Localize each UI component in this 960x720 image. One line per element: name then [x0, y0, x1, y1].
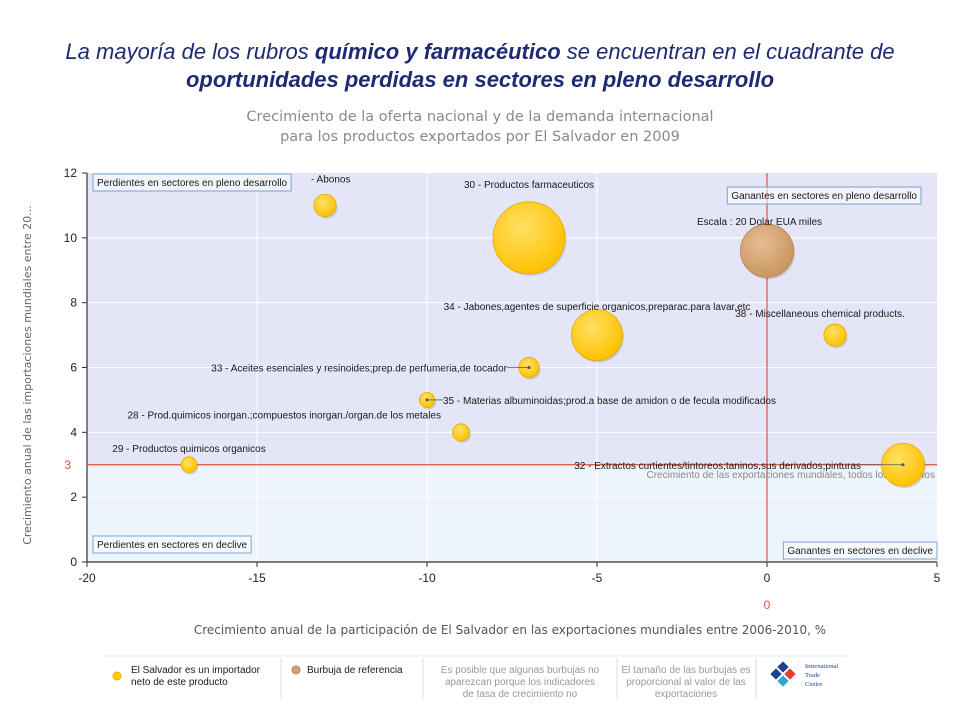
x-tick-label: -20 [78, 571, 96, 585]
y-tick-label: 0 [70, 555, 77, 569]
itc-logo-text: Centre [805, 681, 822, 688]
bubble-label: 35 - Materias albuminoidas;prod.a base d… [443, 396, 776, 407]
title-text: se encuentran en el cuadrante de [560, 39, 895, 64]
quadrant-label-top-left-box [92, 173, 292, 192]
legend-dot-importer [112, 671, 122, 681]
x-tick-label: -5 [592, 571, 603, 585]
label-leader-dot [425, 398, 429, 402]
title-emphasis: químico y farmacéutico [314, 39, 561, 64]
title-text: La mayoría de los rubros [65, 39, 315, 64]
quadrant-label-bottom-right-box [782, 541, 938, 560]
bubble-label: 28 - Prod.quimicos inorgan.;compuestos i… [127, 410, 441, 421]
itc-logo-text: International [805, 663, 838, 670]
chart-title: para los productos exportados por El Sal… [280, 129, 680, 145]
x-axis-label: Crecimiento anual de la participación de… [194, 623, 826, 637]
x-tick-label: 0 [764, 571, 771, 585]
slide-title: La mayoría de los rubros químico y farma… [20, 38, 940, 94]
reference-y-label: 3 [64, 458, 71, 472]
chart-title: Crecimiento de la oferta nacional y de l… [246, 109, 713, 125]
quadrant-label-bottom-right: Ganantes en sectores en declive [787, 546, 933, 557]
bubble-label: - Abonos [311, 174, 350, 185]
bubble-label: 38 - Miscellaneous chemical products. [735, 309, 905, 320]
itc-logo-icon [777, 661, 789, 673]
bubble-label: 33 - Aceites esenciales y resinoides;pre… [211, 364, 507, 375]
legend-note: exportaciones [655, 689, 717, 700]
y-tick-label: 12 [64, 166, 78, 180]
legend-reference-label: Burbuja de referencia [307, 665, 403, 676]
itc-logo-icon [784, 668, 796, 680]
bubble [452, 423, 470, 442]
x-tick-label: 5 [934, 571, 941, 585]
x-tick-label: -10 [418, 571, 436, 585]
x-tick-label: -15 [248, 571, 266, 585]
label-leader-dot [901, 463, 905, 467]
y-tick-label: 2 [70, 490, 77, 504]
legend-note: Es posible que algunas burbujas no [441, 665, 600, 676]
bubble [313, 193, 337, 217]
reference-line-label: Crecimiento de las exportaciones mundial… [647, 470, 936, 481]
quadrant-label-bottom-left: Perdientes en sectores en declive [97, 540, 248, 551]
bubble-label: 29 - Productos quimicos organicos [112, 444, 265, 455]
reference-bubble [739, 223, 795, 278]
title-emphasis: oportunidades perdidas en sectores en pl… [185, 67, 775, 92]
legend-note: aparezcan porque los indicadores [445, 677, 595, 688]
quadrant-label-top-right: Ganantes en sectores en pleno desarrollo [731, 191, 917, 202]
legend-note: proporcional al valor de las [626, 677, 746, 688]
legend-importer-label: neto de este producto [131, 677, 228, 688]
quadrant-label-bottom-left-box [92, 535, 252, 554]
quadrant-label-top-left: Perdientes en sectores en pleno desarrol… [97, 178, 288, 189]
bubble [492, 201, 566, 275]
bubble-label: 32 - Extractos curtientes/tintoreos;tani… [574, 461, 861, 472]
legend-dot-reference [291, 665, 301, 675]
legend-note: de tasa de crecimiento no [463, 689, 578, 700]
quadrant-label-top-right-box [726, 186, 922, 205]
y-axis-label: Crecimiento anual de las importaciones m… [21, 205, 34, 545]
legend-importer-label: El Salvador es un importador [131, 665, 261, 676]
reference-x-label: 0 [764, 598, 771, 612]
bubble-label: 34 - Jabones,agentes de superficie organ… [444, 302, 751, 313]
itc-logo-text: Trade [805, 672, 820, 679]
bubble [571, 309, 623, 361]
bubble-label: 30 - Productos farmaceuticos [464, 180, 594, 191]
legend-note: El tamaño de las burbujas es [622, 665, 751, 676]
bubble [180, 456, 198, 474]
scale-label: Escala : 20 Dolar EUA miles [697, 217, 822, 228]
bubble [823, 323, 847, 347]
label-leader-dot [527, 366, 531, 369]
itc-logo-icon [770, 668, 782, 680]
itc-logo-icon [777, 675, 789, 687]
y-tick-label: 10 [64, 231, 78, 245]
y-tick-label: 6 [70, 361, 77, 375]
y-tick-label: 8 [70, 296, 77, 310]
y-tick-label: 4 [70, 425, 77, 439]
